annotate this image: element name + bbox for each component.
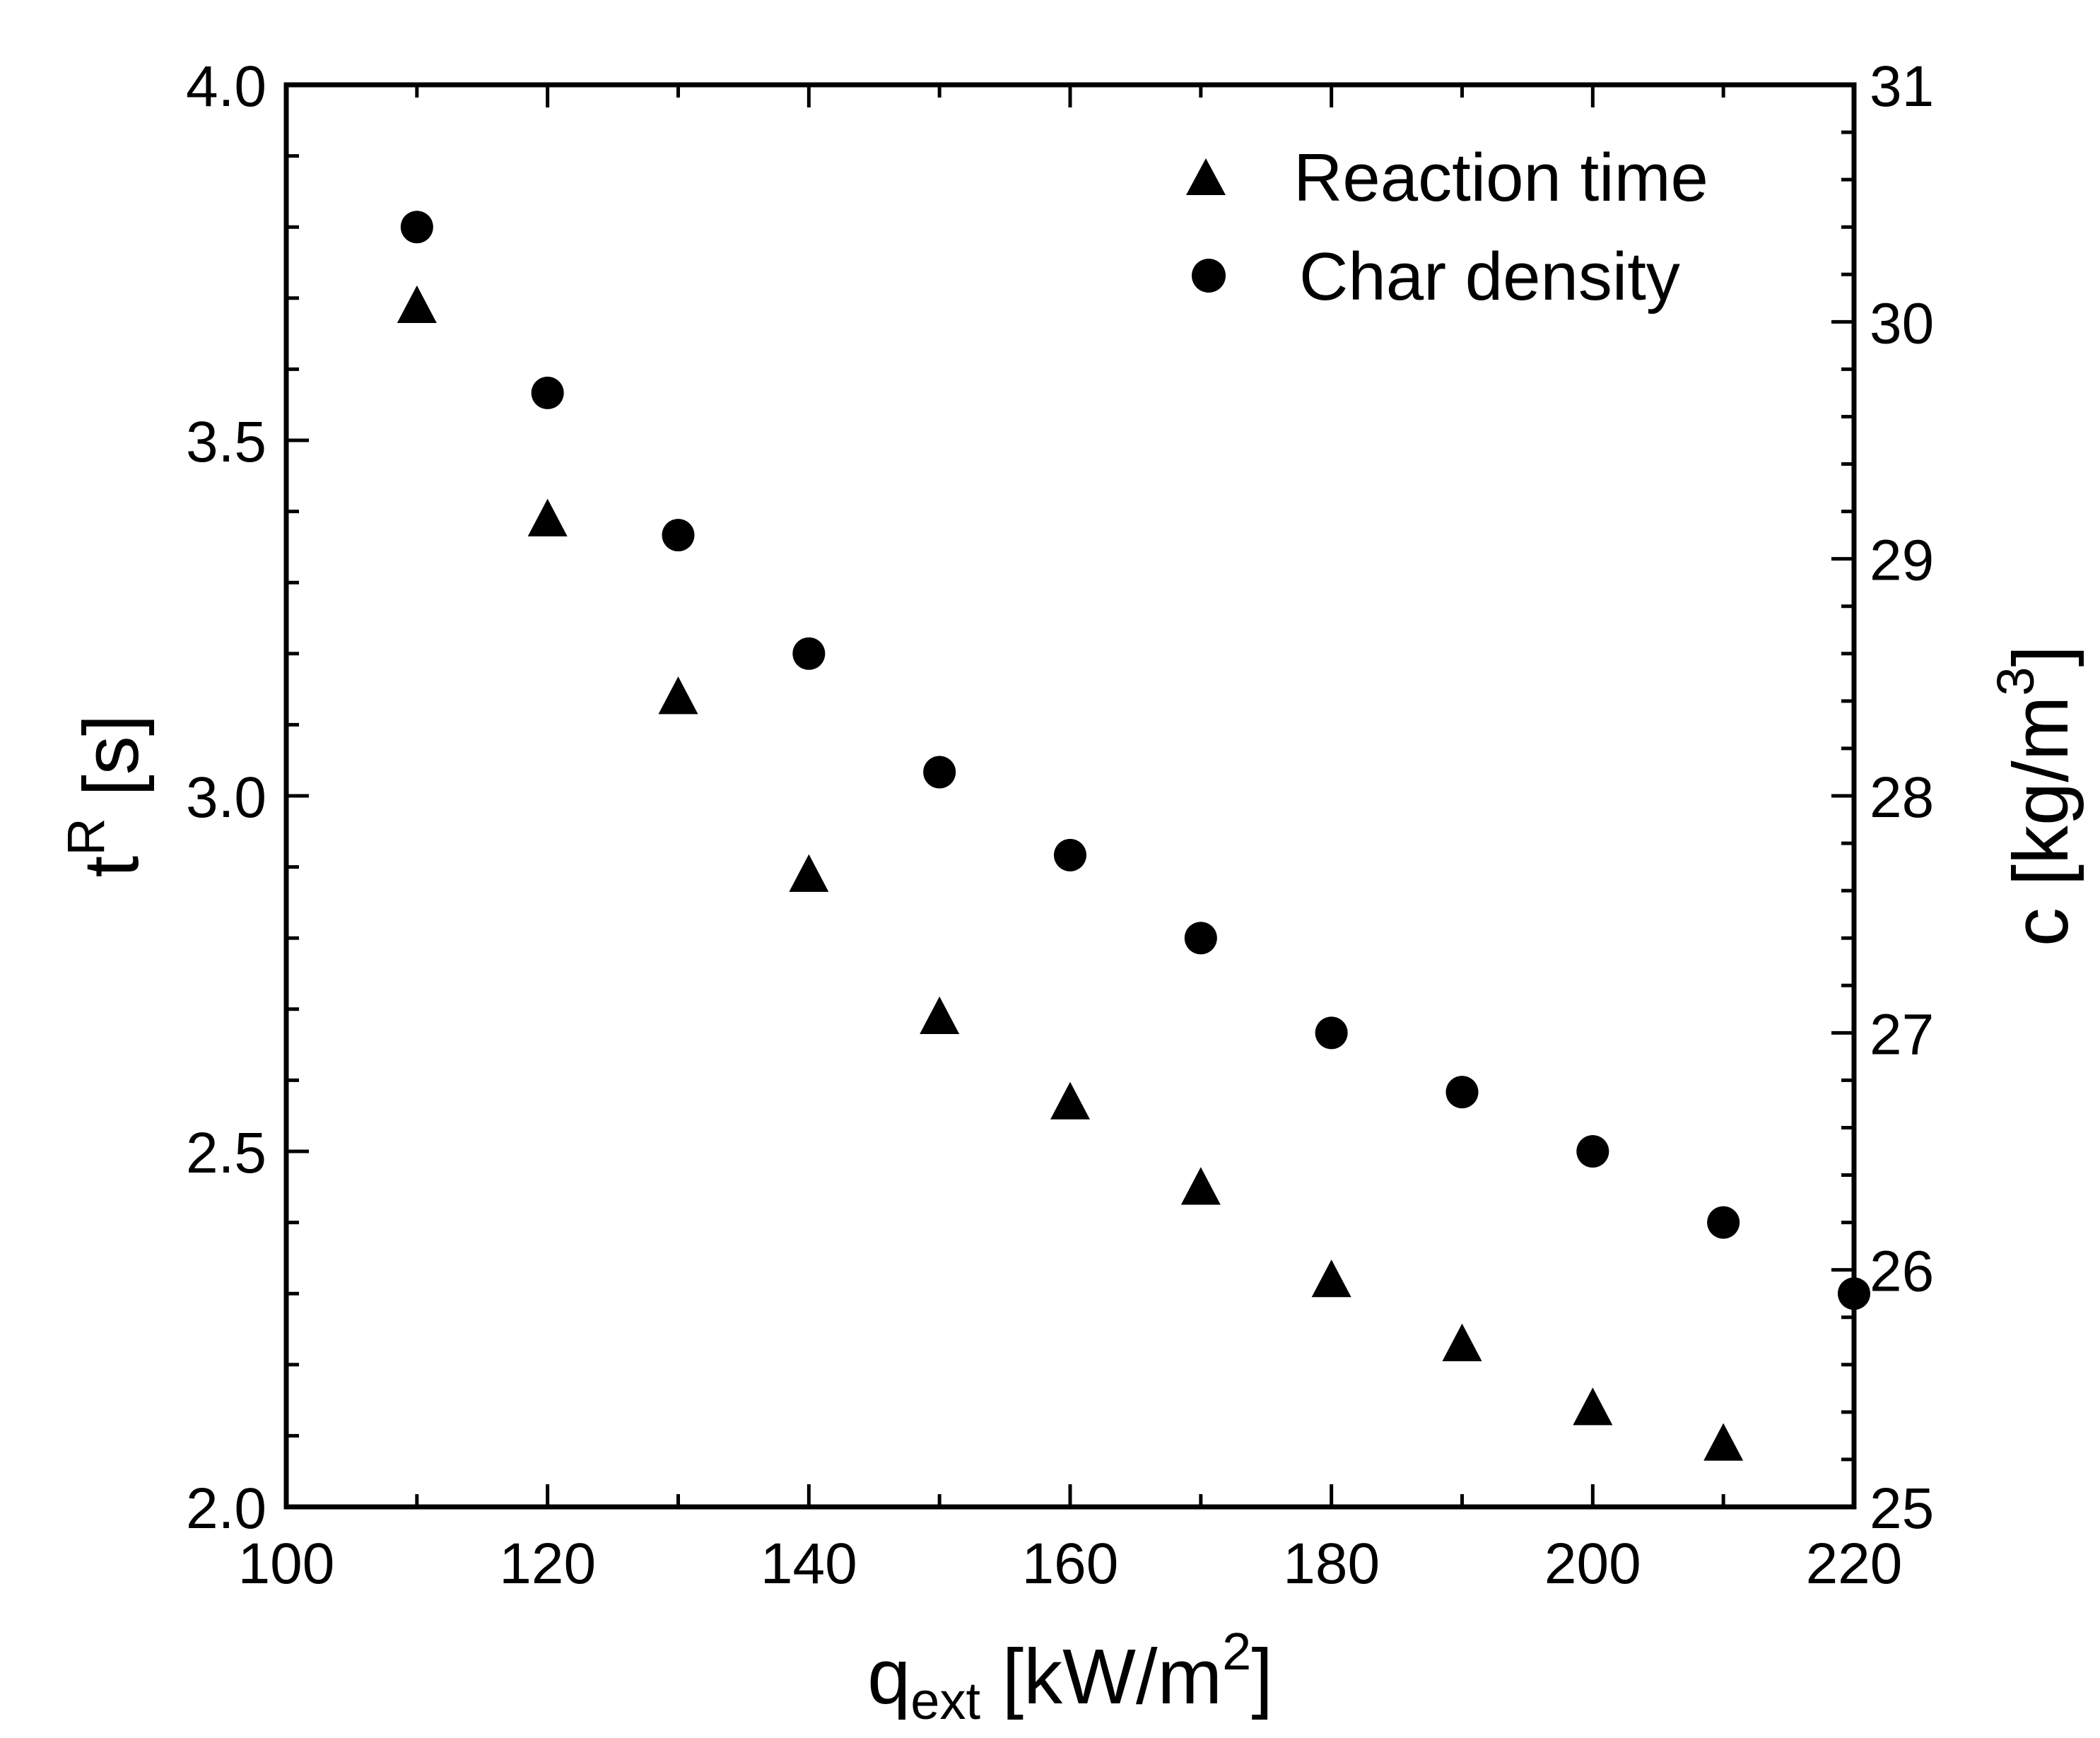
char-density-point xyxy=(531,376,564,409)
char-density-point xyxy=(1576,1135,1609,1168)
reaction-time-point xyxy=(397,285,437,324)
reaction-time-point xyxy=(1442,1323,1482,1361)
y-left-tick-label: 4.0 xyxy=(186,54,266,119)
char-density-point xyxy=(1445,1076,1479,1109)
y-right-tick-label: 25 xyxy=(1870,1476,1934,1541)
axis-ticks xyxy=(284,83,1856,1509)
reaction-time-point xyxy=(527,498,568,536)
y-right-axis-title-base: c [kg/m xyxy=(1998,696,2084,947)
reaction-time-point xyxy=(658,676,698,715)
x-tick-label: 220 xyxy=(1806,1532,1903,1596)
x-tick-label: 200 xyxy=(1544,1532,1641,1596)
x-tick-label: 160 xyxy=(1022,1532,1119,1596)
legend-marker-reaction-time xyxy=(1186,158,1226,195)
x-axis-title: qext [kW/m2] xyxy=(867,1622,1273,1730)
char-density-point xyxy=(792,637,826,670)
y-left-axis-title-base: t xyxy=(68,856,155,878)
char-density-point xyxy=(400,211,433,244)
legend-marker-char-density xyxy=(1192,259,1226,293)
y-left-tick-label: 2.0 xyxy=(186,1476,266,1541)
y-right-axis-title-sup: 3 xyxy=(1986,667,2045,695)
x-tick-label: 140 xyxy=(761,1532,857,1596)
axis-tick-labels: 100 120 140 160 180 200 220 2.0 2.5 3.0 3.5 4.0 25 26… xyxy=(186,54,1934,1596)
x-axis-title-sub: ext xyxy=(910,1672,980,1730)
x-axis-title-unit: [kW/m xyxy=(980,1633,1222,1720)
char-density-point xyxy=(923,756,956,789)
char-density-point xyxy=(1054,838,1086,871)
y-right-tick-label: 26 xyxy=(1870,1240,1934,1304)
legend-label-char-density: Char density xyxy=(1299,239,1680,315)
char-density-point xyxy=(1707,1206,1740,1239)
reaction-time-point xyxy=(1050,1081,1090,1120)
reaction-time-point xyxy=(920,996,960,1035)
legend-label-reaction-time: Reaction time xyxy=(1294,140,1708,216)
y-left-tick-label: 2.5 xyxy=(186,1121,266,1185)
x-axis-title-base: q xyxy=(867,1633,910,1720)
y-left-tick-label: 3.0 xyxy=(186,765,266,830)
x-tick-label: 180 xyxy=(1283,1532,1380,1596)
y-right-axis-title-rest: ] xyxy=(1998,645,2084,667)
y-right-tick-label: 28 xyxy=(1870,765,1934,830)
y-left-tick-label: 3.5 xyxy=(186,410,266,474)
y-right-tick-label: 31 xyxy=(1870,54,1934,119)
x-axis-title-sup: 2 xyxy=(1222,1622,1251,1681)
data-marks xyxy=(397,211,1870,1461)
y-left-axis-title-rest: [s] xyxy=(68,715,155,818)
reaction-time-point xyxy=(1703,1423,1744,1461)
reaction-time-point xyxy=(789,854,829,892)
x-tick-label: 120 xyxy=(499,1532,596,1596)
reaction-time-point xyxy=(1311,1260,1351,1298)
char-density-point xyxy=(1184,922,1217,955)
reaction-time-point xyxy=(1180,1167,1221,1205)
y-right-axis-title: c [kg/m3] xyxy=(1986,645,2084,946)
char-density-point xyxy=(1315,1016,1348,1050)
char-density-point xyxy=(662,519,695,552)
x-axis-title-close: ] xyxy=(1251,1633,1273,1720)
reaction-time-point xyxy=(1573,1387,1613,1426)
y-right-tick-label: 30 xyxy=(1870,291,1934,356)
legend: Reaction time Char density xyxy=(1186,140,1708,315)
y-left-axis-title-sup: R xyxy=(57,818,115,855)
y-right-tick-label: 27 xyxy=(1870,1002,1934,1067)
char-density-point xyxy=(1838,1277,1870,1310)
y-right-tick-label: 29 xyxy=(1870,529,1934,593)
x-tick-label: 100 xyxy=(238,1532,335,1596)
y-left-axis-title: tR [s] xyxy=(57,715,155,878)
